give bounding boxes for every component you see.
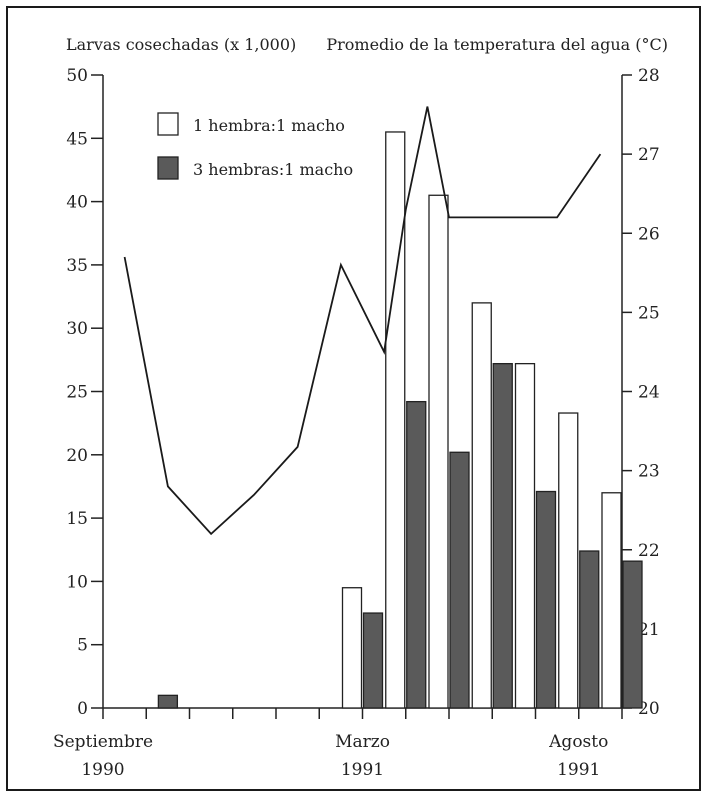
bar-s2-12 — [622, 560, 643, 709]
left-tick-label-10: 50 — [66, 66, 88, 86]
left-tick-label-2: 10 — [66, 572, 88, 592]
right-axis-title: Promedio de la temperatura del agua (°C) — [326, 35, 668, 54]
bar-s2-1 — [157, 694, 179, 709]
left-ticks: 0 5 10 15 20 25 30 35 40 45 50 — [66, 66, 103, 719]
left-tick-label-3: 15 — [66, 509, 88, 529]
bar-s2-10 — [535, 490, 557, 709]
legend-swatch-1 — [157, 112, 179, 136]
bar-s1-6 — [341, 587, 363, 709]
temperature-line — [123, 106, 602, 536]
bar-s2-6 — [362, 612, 384, 709]
x-label-1-line1: Marzo — [335, 732, 390, 752]
right-tick-label-1: 21 — [638, 620, 660, 640]
right-ticks: 20 21 22 23 24 25 26 27 28 — [622, 66, 660, 719]
x-label-2-line1: Agosto — [548, 732, 608, 752]
bar-s2-7 — [406, 400, 427, 709]
right-tick-label-4: 24 — [638, 383, 660, 403]
x-label-0-line1: Septiembre — [53, 732, 153, 752]
legend-label-2: 3 hembras:1 macho — [193, 160, 353, 179]
x-label-1-line2: 1991 — [341, 760, 384, 780]
left-tick-label-4: 20 — [66, 446, 88, 466]
temperature-line-layer — [123, 106, 602, 536]
left-tick-label-7: 35 — [66, 256, 88, 276]
left-tick-label-9: 45 — [66, 129, 88, 149]
x-ticks — [102, 708, 623, 719]
x-labels: Septiembre 1990 Marzo 1991 Agosto 1991 — [53, 732, 608, 780]
x-label-0-line2: 1990 — [81, 760, 124, 780]
left-axis-title: Larvas cosechadas (x 1,000) — [66, 35, 296, 54]
left-tick-label-8: 40 — [66, 193, 88, 213]
bar-s1-8 — [428, 194, 449, 709]
left-tick-label-5: 25 — [66, 383, 88, 403]
left-tick-label-1: 5 — [77, 636, 88, 656]
bar-s2-8 — [449, 451, 470, 709]
right-tick-label-2: 22 — [638, 541, 660, 561]
right-tick-label-8: 28 — [638, 66, 660, 86]
bar-s1-10 — [514, 362, 536, 709]
left-tick-label-6: 30 — [66, 319, 88, 339]
legend: 1 hembra:1 macho 3 hembras:1 macho — [157, 112, 353, 180]
bar-s1-12 — [601, 492, 622, 709]
right-tick-label-0: 20 — [638, 699, 660, 719]
x-label-2-line2: 1991 — [557, 760, 600, 780]
right-tick-label-7: 27 — [638, 145, 660, 165]
bar-s1-11 — [558, 412, 579, 709]
bar-s1-9 — [471, 302, 492, 709]
legend-swatch-2 — [157, 156, 179, 180]
right-tick-label-6: 26 — [638, 224, 660, 244]
chart-frame — [6, 6, 701, 791]
bar-s2-9 — [492, 362, 513, 709]
bars — [157, 131, 643, 709]
left-tick-label-0: 0 — [77, 699, 88, 719]
right-tick-label-5: 25 — [638, 303, 660, 323]
bar-s2-11 — [579, 550, 600, 709]
bar-s1-7 — [385, 131, 406, 709]
legend-label-1: 1 hembra:1 macho — [193, 116, 345, 135]
right-tick-label-3: 23 — [638, 462, 660, 482]
